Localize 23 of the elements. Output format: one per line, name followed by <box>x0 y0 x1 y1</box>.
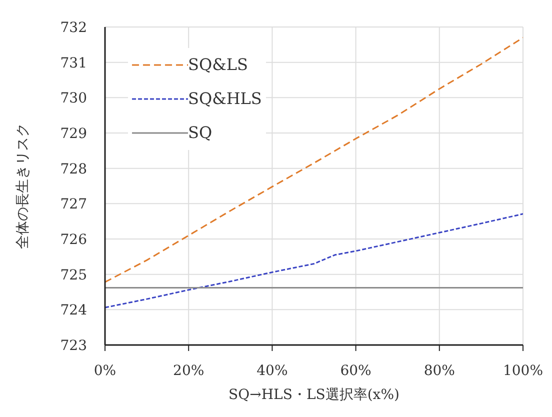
y-tick-label: 729 <box>60 126 87 142</box>
x-tick-label: 0% <box>94 362 116 379</box>
y-tick-label: 731 <box>60 55 87 72</box>
y-tick-label: 723 <box>60 338 87 354</box>
legend-label: SQ&HLS <box>188 88 262 110</box>
line-series <box>105 213 523 308</box>
x-tick-label: 20% <box>173 362 204 379</box>
x-tick-label: 80% <box>424 362 455 379</box>
y-tick-label: 725 <box>60 267 87 284</box>
y-tick-label: 732 <box>60 20 87 36</box>
y-tick-label: 728 <box>60 161 87 178</box>
y-axis-title: 全体の長生きリスク <box>14 123 31 249</box>
x-tick-label: 60% <box>340 362 372 379</box>
y-tick-label: 724 <box>60 302 88 319</box>
y-tick-label: 730 <box>60 90 87 107</box>
y-tick-label: 727 <box>60 196 87 213</box>
line-series <box>105 36 523 283</box>
x-tick-label: 40% <box>256 362 288 379</box>
x-axis-title: SQ→HLS・LS選択率(x%) <box>228 387 400 403</box>
y-tick-label: 726 <box>60 232 88 248</box>
x-tick-label: 100% <box>502 362 544 379</box>
legend-label: SQ <box>188 122 212 144</box>
legend-label: SQ&LS <box>188 54 248 76</box>
